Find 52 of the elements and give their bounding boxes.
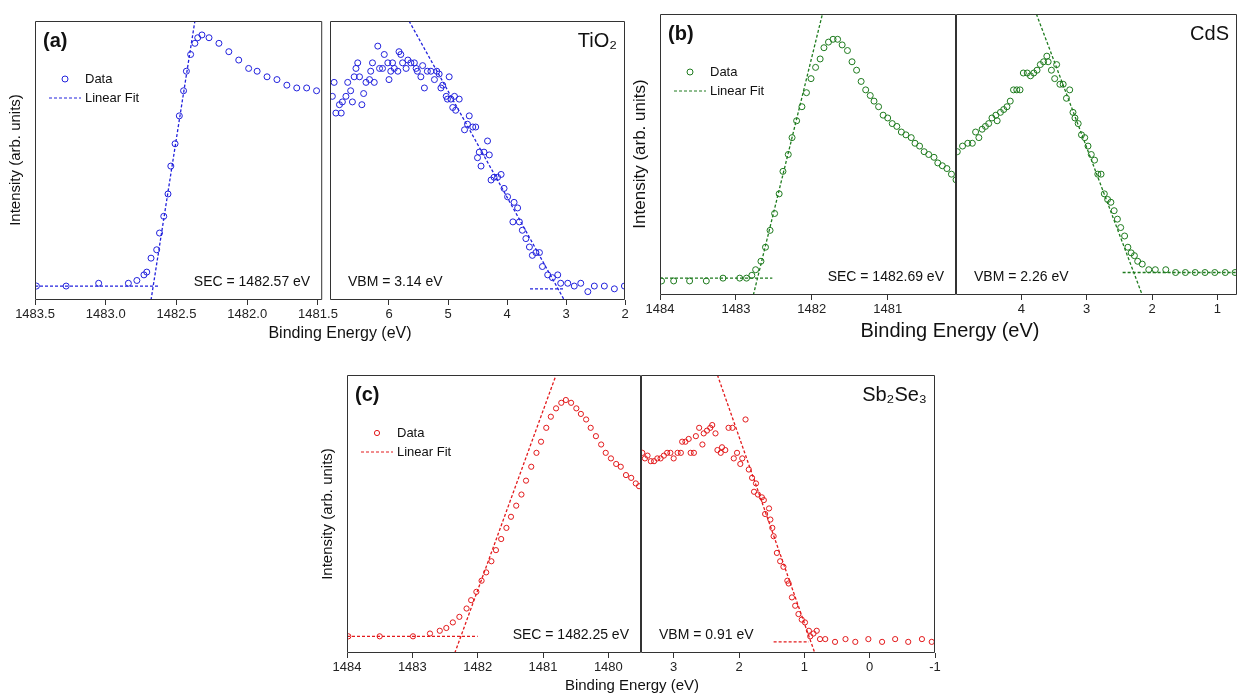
chart-title: TiO₂	[577, 29, 617, 51]
legend-label: Data	[85, 70, 114, 86]
x-tick-label: 1481	[873, 301, 903, 317]
x-tick-label: 1483	[397, 659, 427, 675]
x-tick-label: 5	[444, 306, 452, 322]
y-axis-title: Intensity (arb. units)	[317, 447, 336, 580]
x-tick-label: 1482.5	[156, 306, 197, 322]
y-axis-title: Intensity (arb. units)	[629, 79, 650, 229]
x-tick-label: 1481	[528, 659, 558, 675]
x-tick-label: 6	[385, 306, 393, 322]
x-tick-label: 0	[866, 659, 874, 675]
legend-label: Linear Fit	[710, 82, 765, 98]
x-tick-label: 2	[1148, 301, 1156, 317]
x-tick-label: 1	[1213, 301, 1222, 317]
legend-label: Linear Fit	[397, 443, 452, 459]
x-tick-label: 3	[562, 306, 570, 322]
x-tick-label: 1	[800, 659, 808, 675]
legend-label: Data	[397, 424, 426, 440]
annotation: SEC = 1482.57 eV	[193, 273, 311, 289]
x-tick-label: 1480	[593, 659, 623, 675]
legend-label: Linear Fit	[85, 89, 140, 105]
x-axis-title: Binding Energy (eV)	[268, 324, 412, 342]
x-tick-label: 1482	[463, 659, 493, 675]
chart-title: (a)	[43, 29, 68, 51]
x-tick-label: 3	[670, 659, 678, 675]
x-tick-label: 2	[735, 659, 743, 675]
chart-title: (b)	[668, 22, 694, 44]
annotation: SEC = 1482.69 eV	[827, 268, 945, 284]
x-tick-label: 1483.0	[85, 306, 126, 322]
x-tick-label: 1483	[721, 301, 751, 317]
x-tick-label: 1484	[332, 659, 362, 675]
x-axis-title: Binding Energy (eV)	[564, 676, 700, 694]
chart-title: (c)	[355, 383, 380, 405]
x-tick-label: 4	[1017, 301, 1025, 317]
x-tick-label: 1483.5	[15, 306, 55, 322]
x-axis-title: Binding Energy (eV)	[860, 319, 1040, 341]
annotation: SEC = 1482.25 eV	[512, 626, 630, 642]
x-tick-label: 4	[503, 306, 511, 322]
annotation: VBM = 3.14 eV	[348, 273, 444, 289]
chart-title: Sb₂Se₃	[862, 383, 927, 405]
x-tick-label: 1482	[797, 301, 827, 317]
annotation: VBM = 0.91 eV	[659, 626, 755, 642]
x-tick-label: 1484	[645, 301, 675, 317]
x-tick-label: -1	[929, 659, 941, 675]
x-tick-label: 2	[621, 306, 629, 322]
x-tick-label: 3	[1083, 301, 1091, 317]
chart-title: CdS	[1190, 22, 1229, 44]
annotation: VBM = 2.26 eV	[974, 268, 1070, 284]
y-axis-title: Intensity (arb. units)	[5, 94, 24, 226]
x-tick-label: 1482.0	[227, 306, 268, 322]
legend-label: Data	[710, 63, 739, 79]
x-tick-label: 1481.5	[298, 306, 338, 322]
